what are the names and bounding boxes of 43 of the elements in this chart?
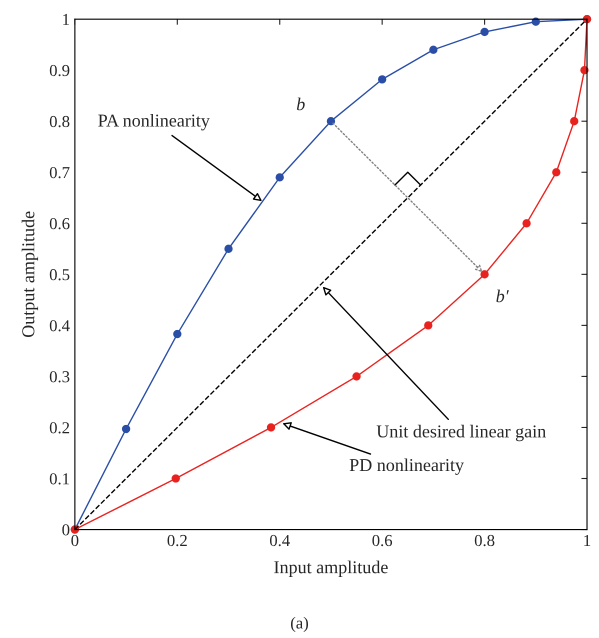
y-tick-label: 0.2 [50,422,70,434]
point [266,423,276,432]
point [480,270,489,279]
y-tick-label: 0 [62,524,70,536]
point [326,117,336,126]
y-axis-title: Output amplitude [22,212,38,338]
point [580,66,589,74]
x-tick-label: 0 [71,534,78,546]
x-tick-label: 0.4 [270,534,290,546]
x-tick-label: 0.6 [372,534,392,546]
point [224,244,233,253]
y-tick-label: 0.6 [50,218,70,230]
y-tick-label: 0.9 [50,64,70,76]
point [173,330,182,338]
point [429,46,438,54]
y-tick-label: 0.1 [50,473,70,485]
y-tick-label: 0.5 [50,269,70,280]
annotation: PA nonlinearity [98,114,210,130]
point [570,117,578,126]
point [172,474,180,483]
x-axis-title: Input amplitude [274,560,388,577]
y-tick-label: 0.8 [50,116,70,128]
point [424,321,432,330]
y-tick-label: 1 [63,14,70,25]
point [352,372,361,381]
point [522,219,531,228]
annotation: PD nonlinearity [350,458,464,475]
y-tick-label: 0.3 [50,371,70,382]
x-tick-label: 0.8 [474,534,494,546]
annotation: b′ [496,290,509,302]
point [532,18,540,26]
y-tick-label: 0.4 [50,320,70,332]
point [480,28,489,36]
annotation: b [296,98,305,110]
point [552,168,560,176]
point [276,173,284,182]
point [378,75,386,84]
x-tick-label: 0.2 [168,534,187,546]
x-tick-label: 1 [584,534,590,546]
annotation: Unit desired linear gain [376,424,546,442]
text: (a) [290,616,308,632]
point [122,424,130,434]
y-tick-label: 0.7 [50,166,70,178]
